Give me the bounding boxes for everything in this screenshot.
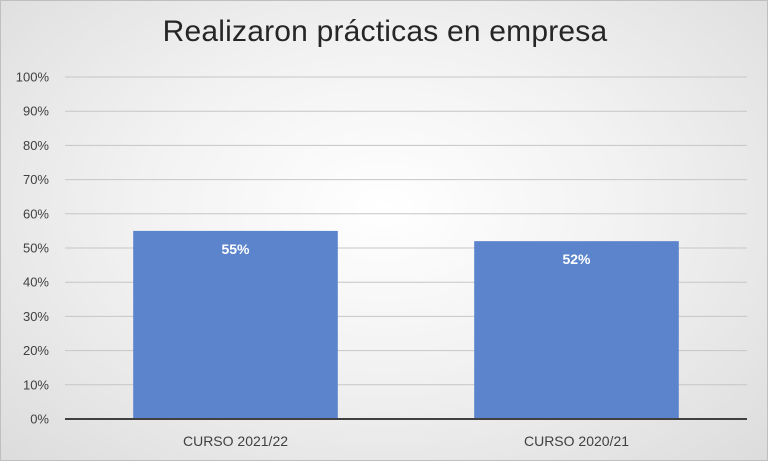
y-tick-label: 80% (23, 138, 49, 153)
y-tick-label: 50% (23, 241, 49, 256)
y-tick-label: 70% (23, 172, 49, 187)
y-tick-label: 100% (16, 70, 50, 85)
data-label: 52% (562, 251, 591, 267)
x-category-label: CURSO 2021/22 (183, 433, 288, 449)
y-tick-label: 60% (23, 206, 49, 221)
y-tick-label: 40% (23, 275, 49, 290)
data-label: 55% (221, 241, 250, 257)
y-tick-label: 30% (23, 309, 49, 324)
chart-title: Realizaron prácticas en empresa (162, 15, 608, 48)
y-tick-label: 10% (23, 377, 49, 392)
y-tick-label: 0% (30, 412, 49, 427)
y-tick-label: 90% (23, 104, 49, 119)
x-category-label: CURSO 2020/21 (524, 433, 629, 449)
bar (474, 241, 679, 419)
y-tick-label: 20% (23, 343, 49, 358)
bar (133, 230, 338, 419)
